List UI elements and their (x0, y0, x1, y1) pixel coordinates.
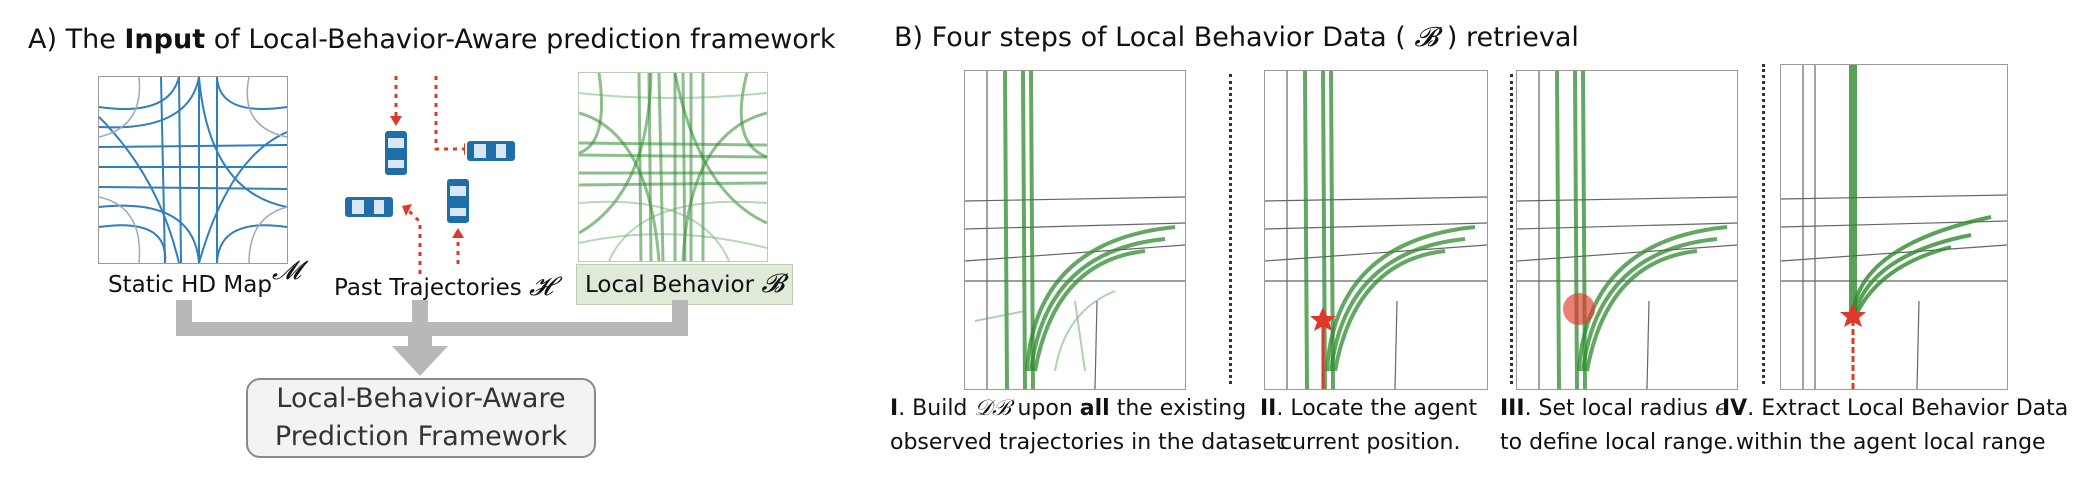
past-trajectories-label: Past Trajectories 𝓗 (334, 272, 552, 303)
traj-symbol: 𝓗 (529, 272, 553, 302)
local-behavior-image (578, 72, 768, 262)
step-2-trajectories (1265, 71, 1487, 389)
panel-b-title: B) Four steps of Local Behavior Data ( 𝓑… (894, 22, 1579, 54)
step-3-line2: to define local range. (1500, 430, 1735, 455)
step-3-symbol: ϵ (1714, 396, 1728, 421)
agent-position-marker (1840, 303, 1866, 327)
car-icon (445, 177, 471, 225)
step-4-caption: IV. Extract Local Behavior Data within t… (1722, 392, 2068, 460)
car-icon (465, 139, 517, 163)
trajectory-arrow-path (406, 208, 422, 274)
step-3-line1: . Set local radius (1524, 396, 1715, 421)
input-connector (176, 300, 688, 376)
traj-label-text: Past Trajectories (334, 275, 522, 301)
framework-line2: Prediction Framework (274, 421, 568, 452)
local-behavior-trajectories (579, 73, 767, 261)
step-2-caption: II. Locate the agent current position. (1260, 392, 1477, 460)
step-1-image (964, 70, 1186, 390)
car-icon (383, 129, 409, 177)
panel-b-title-prefix: B) Four steps of Local Behavior Data ( (894, 22, 1406, 53)
hd-map-label: Static HD Map (108, 272, 272, 298)
step-1-text-c: the existing (1109, 396, 1247, 421)
step-4-line1: . Extract Local Behavior Data (1747, 396, 2069, 421)
step-3-image (1516, 70, 1738, 390)
step-1-trajectories (965, 71, 1185, 389)
step-4-line2: within the agent local range (1736, 430, 2046, 455)
step-1-caption: I. Build 𝒟ℬ upon all the existing observ… (890, 392, 1284, 460)
panel-a-title-prefix: A) The (28, 24, 125, 55)
prediction-framework-box: Local-Behavior-Aware Prediction Framewor… (246, 378, 596, 458)
car-icon (343, 195, 395, 219)
step-4-number: IV (1722, 396, 1748, 421)
step-3-caption: III. Set local radius ϵ to define local … (1500, 392, 1734, 460)
step-divider (1229, 74, 1232, 384)
step-1-line2: observed trajectories in the dataset (890, 430, 1285, 455)
panel-b-title-symbol: 𝓑 (1414, 22, 1439, 53)
step-2-image (1264, 70, 1488, 390)
step-4-trajectories (1781, 65, 2007, 389)
panel-a-title-suffix: of Local-Behavior-Aware prediction frame… (205, 24, 836, 55)
local-behavior-label: Local Behavior 𝓑 (576, 264, 794, 305)
behavior-label-text: Local Behavior (585, 272, 755, 298)
panel-a-title: A) The Input of Local-Behavior-Aware pre… (28, 24, 836, 55)
step-2-line2: current position. (1280, 430, 1461, 455)
step-divider (1762, 64, 1765, 384)
step-1-number: I (890, 396, 899, 421)
panel-a-title-bold: Input (124, 24, 206, 55)
step-divider (1510, 74, 1513, 384)
step-1-symbol: 𝒟ℬ (974, 396, 1011, 421)
hd-map-image (98, 76, 288, 264)
step-4-image (1780, 64, 2008, 390)
step-2-number: II (1260, 396, 1277, 421)
step-3-number: III (1500, 396, 1525, 421)
trajectory-arrow-path (434, 76, 466, 151)
framework-line1: Local-Behavior-Aware (276, 383, 566, 414)
agent-position-marker (1310, 307, 1336, 331)
step-1-text-b: upon (1010, 396, 1080, 421)
hd-map-lanes (99, 77, 287, 263)
step-1-text-a: . Build (898, 396, 975, 421)
step-3-trajectories (1517, 71, 1737, 389)
step-1-bold: all (1079, 396, 1110, 421)
map-symbol: 𝓜 (272, 256, 302, 286)
panel-b-title-suffix: ) retrieval (1446, 22, 1579, 53)
local-radius-circle (1563, 293, 1595, 325)
past-trajectories-illustration (343, 76, 517, 274)
behavior-symbol: 𝓑 (761, 269, 785, 299)
step-2-line1: . Locate the agent (1276, 396, 1478, 421)
